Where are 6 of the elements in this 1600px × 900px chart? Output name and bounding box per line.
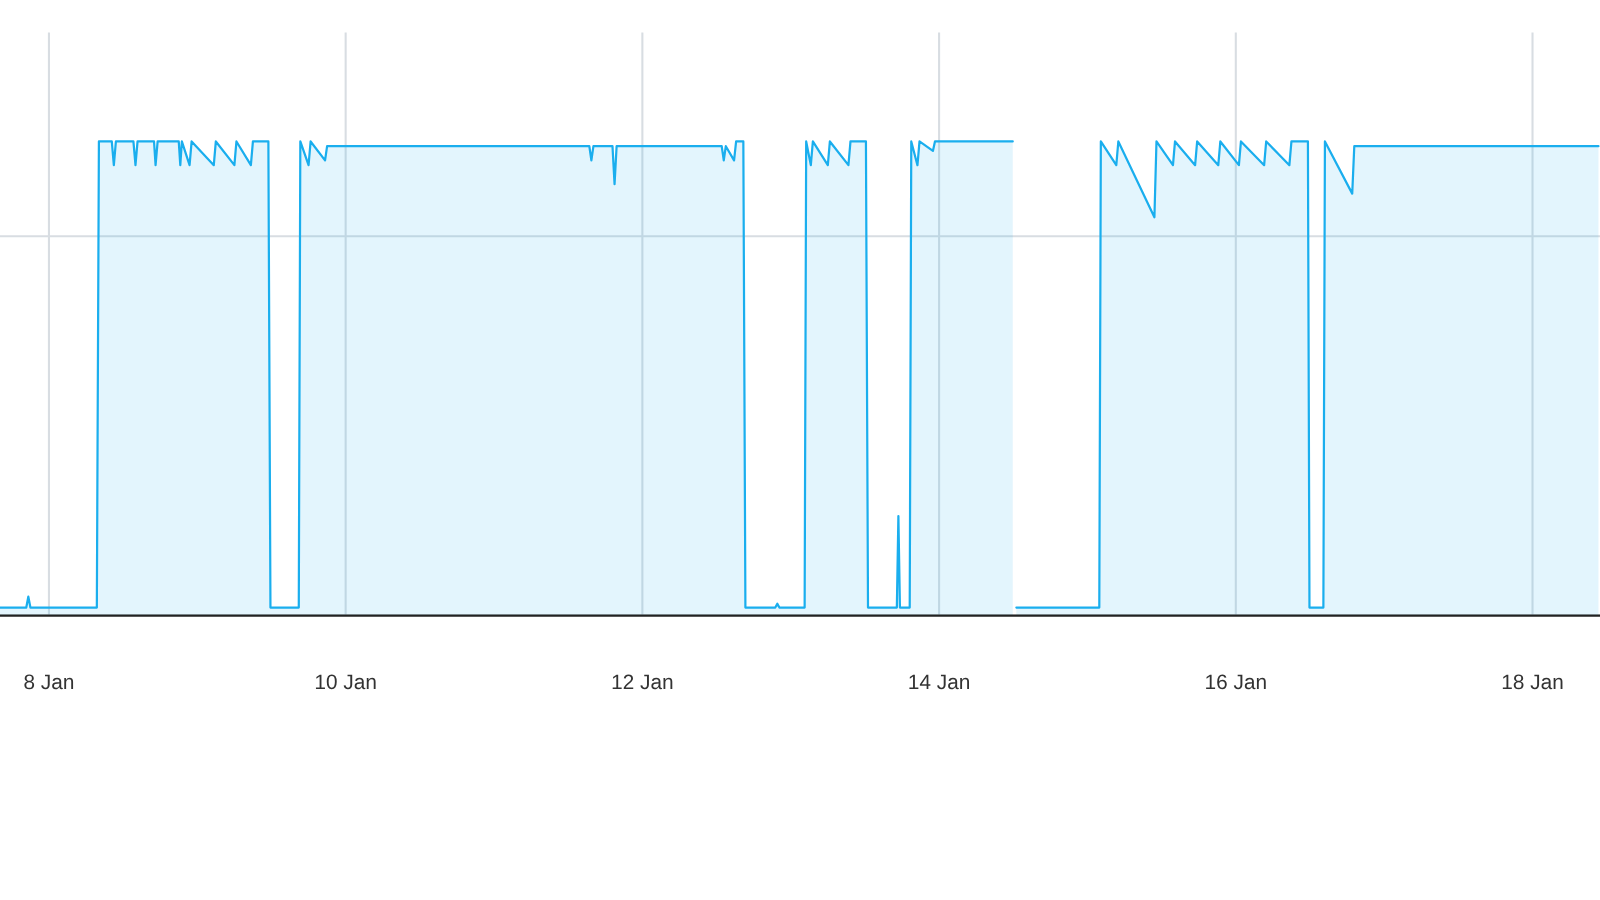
x-tick-label: 10 Jan xyxy=(315,674,376,690)
x-tick-label: 12 Jan xyxy=(612,674,673,690)
x-tick-label: 8 Jan xyxy=(24,674,74,690)
x-tick-label: 18 Jan xyxy=(1502,674,1563,690)
x-tick-label: 14 Jan xyxy=(909,674,970,690)
x-tick-label: 16 Jan xyxy=(1206,674,1266,690)
